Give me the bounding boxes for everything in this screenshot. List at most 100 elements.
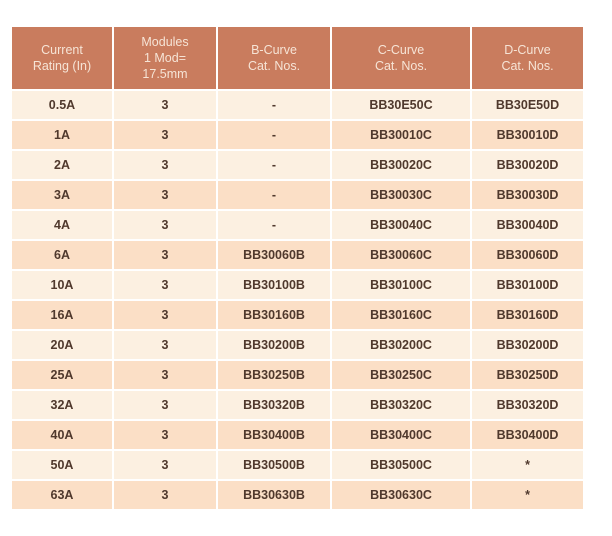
cell-current-rating: 2A [12, 151, 112, 179]
cell-c-curve-cat-no: BB30020C [332, 151, 470, 179]
cell-b-curve-cat-no: - [218, 91, 330, 119]
cell-modules: 3 [114, 331, 216, 359]
table-row: 32A 3 BB30320B BB30320C BB30320D [12, 391, 583, 419]
cell-c-curve-cat-no: BB30E50C [332, 91, 470, 119]
cell-b-curve-cat-no: BB30400B [218, 421, 330, 449]
cell-b-curve-cat-no: BB30250B [218, 361, 330, 389]
cell-current-rating: 0.5A [12, 91, 112, 119]
cell-current-rating: 10A [12, 271, 112, 299]
cell-b-curve-cat-no: - [218, 151, 330, 179]
cell-modules: 3 [114, 421, 216, 449]
catalog-table: Current Rating (In) Modules 1 Mod= 17.5m… [10, 25, 585, 511]
table-row: 25A 3 BB30250B BB30250C BB30250D [12, 361, 583, 389]
cell-modules: 3 [114, 241, 216, 269]
cell-modules: 3 [114, 451, 216, 479]
cell-c-curve-cat-no: BB30030C [332, 181, 470, 209]
table-row: 16A 3 BB30160B BB30160C BB30160D [12, 301, 583, 329]
header-line: Rating (In) [32, 59, 92, 73]
cell-modules: 3 [114, 301, 216, 329]
cell-current-rating: 1A [12, 121, 112, 149]
cell-c-curve-cat-no: BB30010C [332, 121, 470, 149]
cell-current-rating: 40A [12, 421, 112, 449]
cell-modules: 3 [114, 151, 216, 179]
cell-current-rating: 32A [12, 391, 112, 419]
cell-current-rating: 16A [12, 301, 112, 329]
table-row: 1A 3 - BB30010C BB30010D [12, 121, 583, 149]
cell-d-curve-cat-no: BB30320D [472, 391, 583, 419]
cell-b-curve-cat-no: - [218, 211, 330, 239]
table-row: 4A 3 - BB30040C BB30040D [12, 211, 583, 239]
cell-modules: 3 [114, 391, 216, 419]
cell-c-curve-cat-no: BB30500C [332, 451, 470, 479]
cell-b-curve-cat-no: BB30060B [218, 241, 330, 269]
header-line: B-Curve [251, 43, 297, 57]
cell-b-curve-cat-no: BB30200B [218, 331, 330, 359]
cell-d-curve-cat-no: * [472, 481, 583, 509]
cell-b-curve-cat-no: - [218, 181, 330, 209]
cell-modules: 3 [114, 121, 216, 149]
cell-c-curve-cat-no: BB30320C [332, 391, 470, 419]
cell-modules: 3 [114, 181, 216, 209]
cell-d-curve-cat-no: BB30160D [472, 301, 583, 329]
cell-c-curve-cat-no: BB30630C [332, 481, 470, 509]
table-row: 6A 3 BB30060B BB30060C BB30060D [12, 241, 583, 269]
cell-b-curve-cat-no: BB30160B [218, 301, 330, 329]
cell-current-rating: 3A [12, 181, 112, 209]
cell-c-curve-cat-no: BB30040C [332, 211, 470, 239]
cell-modules: 3 [114, 361, 216, 389]
cell-d-curve-cat-no: BB30250D [472, 361, 583, 389]
cell-d-curve-cat-no: BB30060D [472, 241, 583, 269]
cell-d-curve-cat-no: BB30200D [472, 331, 583, 359]
column-header-current-rating: Current Rating (In) [12, 27, 112, 89]
column-header-c-curve: C-Curve Cat. Nos. [332, 27, 470, 89]
cell-d-curve-cat-no: BB30010D [472, 121, 583, 149]
cell-current-rating: 50A [12, 451, 112, 479]
cell-c-curve-cat-no: BB30100C [332, 271, 470, 299]
cell-d-curve-cat-no: BB30040D [472, 211, 583, 239]
cell-modules: 3 [114, 91, 216, 119]
cell-current-rating: 63A [12, 481, 112, 509]
cell-current-rating: 6A [12, 241, 112, 269]
cell-d-curve-cat-no: BB30030D [472, 181, 583, 209]
header-row: Current Rating (In) Modules 1 Mod= 17.5m… [12, 27, 583, 89]
cell-c-curve-cat-no: BB30250C [332, 361, 470, 389]
cell-d-curve-cat-no: BB30400D [472, 421, 583, 449]
table-body: 0.5A 3 - BB30E50C BB30E50D 1A 3 - BB3001… [12, 91, 583, 509]
table-row: 10A 3 BB30100B BB30100C BB30100D [12, 271, 583, 299]
cell-c-curve-cat-no: BB30200C [332, 331, 470, 359]
header-line: 1 Mod= [143, 51, 187, 65]
cell-d-curve-cat-no: BB30E50D [472, 91, 583, 119]
cell-current-rating: 25A [12, 361, 112, 389]
header-line: 17.5mm [142, 67, 188, 81]
header-line: Cat. Nos. [501, 59, 554, 73]
cell-d-curve-cat-no: BB30100D [472, 271, 583, 299]
column-header-b-curve: B-Curve Cat. Nos. [218, 27, 330, 89]
header-line: Cat. Nos. [374, 59, 428, 73]
table-row: 63A 3 BB30630B BB30630C * [12, 481, 583, 509]
cell-b-curve-cat-no: BB30630B [218, 481, 330, 509]
cell-c-curve-cat-no: BB30160C [332, 301, 470, 329]
table-row: 40A 3 BB30400B BB30400C BB30400D [12, 421, 583, 449]
column-header-d-curve: D-Curve Cat. Nos. [472, 27, 583, 89]
header-line: C-Curve [377, 43, 425, 57]
cell-modules: 3 [114, 481, 216, 509]
cell-modules: 3 [114, 271, 216, 299]
table-row: 2A 3 - BB30020C BB30020D [12, 151, 583, 179]
cell-b-curve-cat-no: BB30320B [218, 391, 330, 419]
table-row: 3A 3 - BB30030C BB30030D [12, 181, 583, 209]
cell-modules: 3 [114, 211, 216, 239]
cell-b-curve-cat-no: - [218, 121, 330, 149]
cell-b-curve-cat-no: BB30500B [218, 451, 330, 479]
header-line: D-Curve [504, 43, 551, 57]
header-line: Modules [141, 35, 189, 49]
cell-current-rating: 4A [12, 211, 112, 239]
cell-c-curve-cat-no: BB30400C [332, 421, 470, 449]
column-header-modules: Modules 1 Mod= 17.5mm [114, 27, 216, 89]
cell-current-rating: 20A [12, 331, 112, 359]
header-line: Current [41, 43, 83, 57]
cell-b-curve-cat-no: BB30100B [218, 271, 330, 299]
table-row: 20A 3 BB30200B BB30200C BB30200D [12, 331, 583, 359]
table-row: 50A 3 BB30500B BB30500C * [12, 451, 583, 479]
cell-c-curve-cat-no: BB30060C [332, 241, 470, 269]
